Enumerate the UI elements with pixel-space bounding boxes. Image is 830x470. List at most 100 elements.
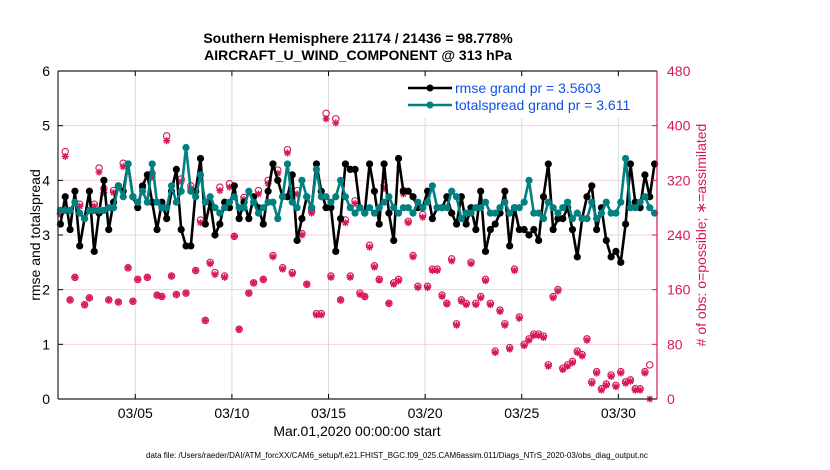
totalspread-marker — [506, 209, 514, 217]
obs-assimilated-marker — [496, 308, 504, 316]
obs-assimilated-marker — [433, 267, 441, 275]
totalspread-marker — [308, 204, 316, 212]
totalspread-marker — [525, 176, 533, 184]
obs-assimilated-marker — [453, 321, 461, 329]
totalspread-marker — [221, 204, 229, 212]
grid-lines — [58, 71, 657, 399]
obs-assimilated-marker — [279, 265, 287, 273]
totalspread-marker — [80, 215, 89, 223]
chart-title: Southern Hemisphere 21174 / 21436 = 98.7… — [0, 30, 716, 64]
totalspread-marker — [206, 193, 214, 201]
totalspread-marker — [153, 198, 161, 206]
obs-assimilated-marker — [385, 299, 393, 307]
obs-assimilated-marker — [375, 276, 383, 284]
rmse-marker — [66, 225, 74, 234]
totalspread-marker — [409, 209, 417, 217]
obs-assimilated-marker — [472, 301, 480, 309]
obs-assimilated-marker — [539, 334, 547, 341]
totalspread-marker — [650, 209, 659, 217]
obs-assimilated-marker — [588, 379, 596, 387]
obs-assimilated-marker — [332, 119, 340, 127]
totalspread-marker — [573, 209, 581, 217]
y-tick-label: 0 — [42, 391, 50, 407]
obs-assimilated-marker — [515, 314, 523, 322]
obs-assimilated-marker — [201, 316, 209, 324]
obs-assimilated-marker — [414, 284, 422, 292]
rmse-marker — [448, 209, 456, 217]
obs-assimilated-marker — [168, 272, 176, 280]
totalspread-marker — [327, 198, 335, 206]
totalspread-marker — [192, 193, 200, 201]
totalspread-marker — [109, 204, 118, 212]
rmse-marker — [216, 220, 224, 228]
totalspread-marker — [66, 206, 74, 214]
obs-assimilated-marker — [491, 349, 499, 357]
totalspread-marker — [544, 198, 552, 206]
totalspread-marker — [467, 209, 475, 217]
rmse-marker — [76, 242, 84, 250]
totalspread-marker — [250, 198, 258, 206]
x-tick-label: 03/20 — [408, 405, 443, 421]
rmse-marker — [269, 160, 277, 168]
totalspread-marker — [196, 171, 205, 179]
totalspread-marker — [163, 204, 171, 212]
rmse-marker — [394, 154, 403, 163]
totalspread-marker — [177, 187, 185, 195]
totalspread-marker — [230, 193, 238, 201]
obs-assimilated-marker — [404, 219, 412, 227]
obs-assimilated-marker — [506, 345, 514, 353]
x-tick-label: 03/15 — [311, 405, 346, 421]
obs-assimilated-marker — [419, 213, 427, 221]
totalspread-marker — [303, 193, 311, 201]
rmse-marker — [588, 182, 596, 190]
obs-assimilated-marker — [269, 253, 277, 261]
obs-assimilated-marker — [462, 301, 470, 309]
totalspread-marker — [259, 204, 267, 212]
obs-assimilated-marker — [259, 275, 267, 283]
obs-assimilated-marker — [230, 232, 238, 240]
totalspread-marker — [279, 193, 287, 201]
totalspread-marker — [124, 160, 132, 168]
totalspread-marker — [428, 182, 436, 190]
obs-assimilated-marker — [211, 271, 219, 279]
rmse-marker — [365, 160, 374, 168]
y-tick-label: 5 — [42, 118, 50, 134]
totalspread-line — [60, 146, 656, 220]
series-lines — [56, 143, 659, 266]
obs-assimilated-marker — [346, 273, 354, 281]
obs-assimilated-marker — [602, 381, 610, 389]
totalspread-marker — [216, 209, 224, 217]
totalspread-marker — [211, 204, 219, 212]
totalspread-marker — [588, 198, 596, 206]
obs-assimilated-marker — [235, 325, 243, 333]
rmse-marker — [235, 215, 243, 223]
totalspread-marker — [293, 204, 301, 212]
obs-assimilated-marker — [361, 293, 369, 300]
y2-tick-label: 160 — [667, 282, 691, 298]
rmse-marker — [428, 215, 436, 223]
rmse-marker — [573, 253, 581, 261]
totalspread-marker — [622, 154, 630, 163]
rmse-marker — [380, 160, 388, 168]
rmse-marker — [153, 225, 161, 234]
obs-assimilated-marker — [612, 383, 620, 391]
totalspread-marker — [612, 209, 620, 217]
totalspread-marker — [568, 215, 577, 223]
totalspread-marker — [443, 204, 451, 212]
obs-assimilated-marker — [327, 273, 335, 281]
rmse-marker — [607, 253, 615, 261]
rmse-marker — [544, 160, 552, 168]
rmse-marker — [404, 187, 412, 195]
y2-tick-label: 400 — [667, 118, 691, 134]
rmse-marker — [593, 225, 601, 234]
rmse-marker — [264, 187, 272, 195]
totalspread-marker — [365, 204, 374, 212]
obs-assimilated-marker — [631, 386, 639, 394]
obs-assimilated-marker — [206, 260, 214, 268]
rmse-marker — [612, 247, 620, 255]
rmse-marker — [211, 231, 219, 239]
obs-assimilated-marker — [424, 284, 432, 292]
obs-assimilated-marker — [554, 287, 562, 295]
rmse-marker — [196, 154, 205, 163]
obs-assimilated-marker — [283, 149, 291, 157]
